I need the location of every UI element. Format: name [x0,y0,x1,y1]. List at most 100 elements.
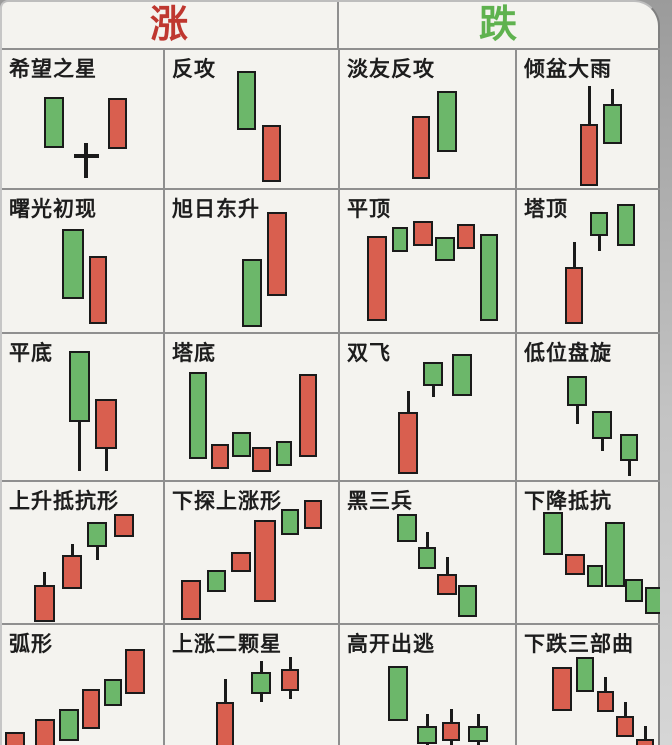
candle-upper-wick [70,544,74,555]
candle-body-red [34,585,55,622]
candle-body-green [543,512,563,555]
candle-body-red [616,716,634,737]
candle-body-red [35,719,55,745]
pattern-chart [517,190,660,332]
pattern-chart [165,190,338,332]
candle-upper-wick [223,679,227,702]
candle-body-red [181,580,201,620]
rise-header: 涨 [2,2,337,48]
candle-body-green [452,354,472,396]
candle-body-green [207,570,226,592]
candle-lower-wick [600,439,604,451]
pattern-cell-danyoufangong: 淡友反攻 [338,48,515,188]
candle-body-green [423,362,443,386]
candle-body-red [267,212,287,296]
candle-body-red [62,555,82,589]
pattern-chart [517,50,660,188]
candle-body-red [565,267,583,324]
candle-upper-wick [604,677,607,691]
candle-upper-wick [259,661,263,672]
candle-body-red [565,554,585,575]
pattern-cell-qingpendayu: 倾盆大雨 [515,48,660,188]
candle-body-green [576,657,594,692]
pattern-chart [2,190,163,332]
candle-body-red [114,514,134,537]
doji-cross-horizontal [74,154,99,158]
sheet-header: 涨 跌 [2,2,658,48]
pattern-label: 曙光初现 [9,198,97,221]
pattern-chart [517,334,660,480]
pattern-label: 平底 [9,342,53,365]
candle-body-green [189,372,207,459]
candle-body-red [108,98,127,149]
candle-body-green [480,234,498,321]
candle-upper-wick [476,714,480,726]
pattern-cell-xiadiesanbuqu: 下跌三部曲 [515,623,660,745]
candle-body-red [413,221,433,246]
candle-body-green [435,237,455,261]
pattern-cell-shuguangchuxian: 曙光初现 [2,188,163,332]
pattern-chart [2,482,163,623]
candle-body-red [125,649,145,694]
candle-body-green [437,91,457,152]
candle-upper-wick [43,572,46,585]
pattern-chart [340,190,515,332]
rise-title: 涨 [149,4,189,46]
pattern-label: 倾盆大雨 [524,58,612,81]
candle-body-green [603,104,622,144]
pattern-label: 高开出逃 [347,633,435,656]
pattern-cell-xuridongsheng: 旭日东升 [163,188,338,332]
pattern-label: 弧形 [9,633,53,656]
pattern-label: 淡友反攻 [347,58,435,81]
candle-body-red [254,520,276,602]
pattern-cell-gaokaichutao: 高开出逃 [338,623,515,745]
pattern-cell-fangong: 反攻 [163,48,338,188]
pattern-chart [2,625,163,745]
pattern-cell-diweipanxuan: 低位盘旋 [515,332,660,480]
candle-body-green [605,522,625,587]
candle-body-green [617,204,635,246]
candle-lower-wick [288,691,292,699]
pattern-chart [165,625,338,745]
pattern-chart [2,334,163,480]
candle-body-red [262,125,281,182]
pattern-label: 平顶 [347,198,391,221]
pattern-chart [165,482,338,623]
candle-upper-wick [445,557,449,574]
candle-body-green [418,547,436,569]
candle-body-red [304,500,322,529]
candle-body-red [5,732,25,745]
doji-cross-vertical [84,143,88,178]
candle-body-red [412,116,430,179]
pattern-cell-tading: 塔顶 [515,188,660,332]
candle-body-red [82,689,100,729]
pattern-chart [340,334,515,480]
candle-body-green [44,97,64,148]
candle-body-green [232,432,251,457]
candle-body-green [59,709,79,741]
pattern-chart [165,334,338,480]
pattern-cell-xiatanshangzhangxing: 下探上涨形 [163,480,338,623]
pattern-chart [517,625,660,745]
candle-body-green [397,514,417,542]
pattern-chart [340,50,515,188]
candle-upper-wick [643,726,647,739]
candle-body-green [590,212,608,236]
candle-body-green [417,726,437,744]
pattern-label: 下探上涨形 [172,490,282,513]
pattern-cell-tadi: 塔底 [163,332,338,480]
candle-lower-wick [449,741,453,745]
candle-lower-wick [431,386,435,397]
pattern-chart [2,50,163,188]
candle-body-red [437,574,457,595]
candle-upper-wick [425,714,429,726]
pattern-grid: 希望之星 反攻 淡友反攻 倾盆大雨 曙光初现 旭日东升 平顶 塔顶 平底 塔底 … [2,48,660,745]
candle-lower-wick [104,449,108,471]
pattern-cell-xiajiangdikang: 下降抵抗 [515,480,660,623]
candle-body-red [89,256,107,324]
fall-title: 跌 [478,4,518,46]
candle-body-green [62,229,84,299]
pattern-label: 上涨二颗星 [172,633,282,656]
